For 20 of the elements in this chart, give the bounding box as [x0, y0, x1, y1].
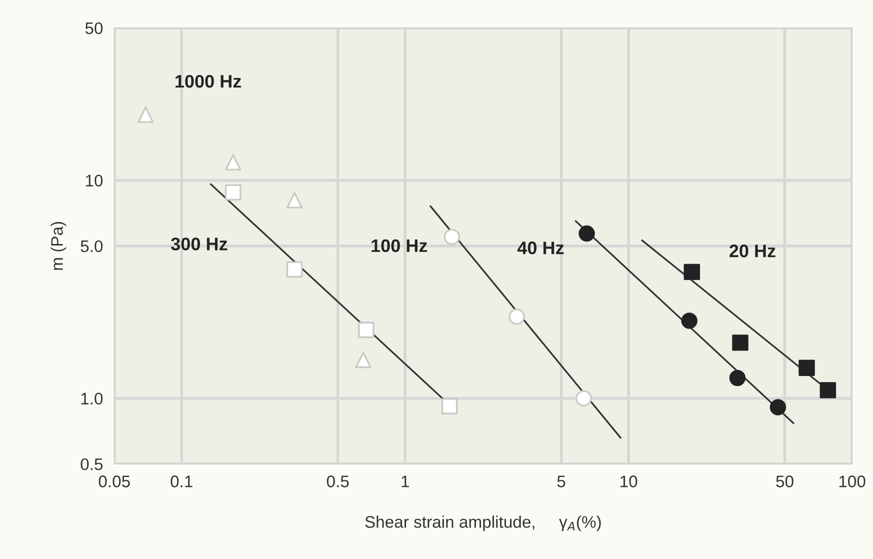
- x-axis-title: Shear strain amplitude, γ$_{A}$(%): [365, 516, 601, 532]
- y-tick-label: 50: [85, 22, 103, 34]
- y-tick-label: 0.5: [80, 458, 103, 470]
- x-tick-label: 5: [557, 476, 566, 488]
- annotation: 100 Hz: [372, 239, 428, 252]
- y-tick-label: 1.0: [81, 392, 103, 405]
- annotation: 40 Hz: [517, 242, 564, 254]
- x-tick-label: 1: [402, 476, 409, 488]
- annotation: 20 Hz: [730, 244, 776, 258]
- x-tick-label: 100: [839, 476, 866, 488]
- x-tick-label: 50: [776, 476, 794, 488]
- y-tick-label: 10: [86, 174, 103, 187]
- y-axis-title: m (Pa): [50, 222, 66, 270]
- x-tick-label: 0.05: [98, 476, 130, 488]
- y-tick-label: 5.0: [80, 240, 103, 252]
- x-tick-label: 0.5: [326, 476, 349, 488]
- annotation: 1000 Hz: [176, 74, 242, 88]
- annotation: 300 Hz: [171, 238, 228, 250]
- x-tick-label: 0.1: [170, 476, 192, 488]
- x-tick-label: 10: [620, 476, 638, 488]
